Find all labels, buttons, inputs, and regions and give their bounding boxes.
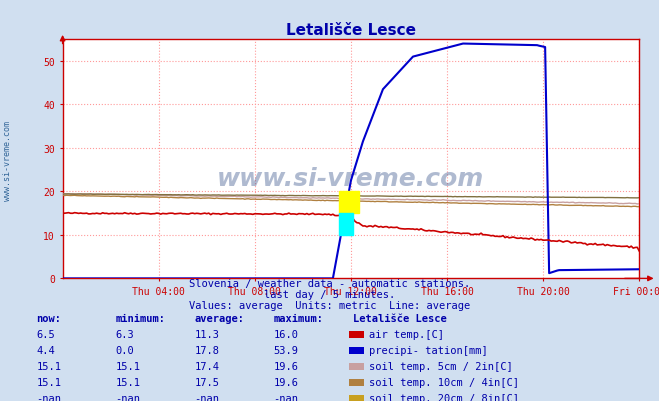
Bar <box>339 192 359 214</box>
Text: 15.1: 15.1 <box>36 377 61 387</box>
Text: 17.5: 17.5 <box>194 377 219 387</box>
Text: Letališče Lesce: Letališče Lesce <box>353 313 446 323</box>
Text: 17.4: 17.4 <box>194 361 219 371</box>
Text: www.si-vreme.com: www.si-vreme.com <box>217 166 484 190</box>
Text: -nan: -nan <box>194 393 219 401</box>
Text: now:: now: <box>36 313 61 323</box>
Bar <box>339 214 353 235</box>
Text: 53.9: 53.9 <box>273 345 299 355</box>
Text: average:: average: <box>194 313 244 323</box>
Text: 19.6: 19.6 <box>273 361 299 371</box>
Text: 6.5: 6.5 <box>36 329 55 339</box>
Text: 0.0: 0.0 <box>115 345 134 355</box>
Title: Letališče Lesce: Letališče Lesce <box>286 22 416 38</box>
Text: -nan: -nan <box>115 393 140 401</box>
Text: 19.6: 19.6 <box>273 377 299 387</box>
Text: 15.1: 15.1 <box>115 377 140 387</box>
Text: 15.1: 15.1 <box>115 361 140 371</box>
Text: www.si-vreme.com: www.si-vreme.com <box>3 120 13 200</box>
Text: soil temp. 10cm / 4in[C]: soil temp. 10cm / 4in[C] <box>369 377 519 387</box>
Text: 15.1: 15.1 <box>36 361 61 371</box>
Text: precipi- tation[mm]: precipi- tation[mm] <box>369 345 488 355</box>
Text: Slovenia / weather data - automatic stations.: Slovenia / weather data - automatic stat… <box>189 279 470 289</box>
Text: 16.0: 16.0 <box>273 329 299 339</box>
Text: soil temp. 20cm / 8in[C]: soil temp. 20cm / 8in[C] <box>369 393 519 401</box>
Text: Values: average  Units: metric  Line: average: Values: average Units: metric Line: aver… <box>189 300 470 310</box>
Text: 17.8: 17.8 <box>194 345 219 355</box>
Text: -nan: -nan <box>36 393 61 401</box>
Text: 11.3: 11.3 <box>194 329 219 339</box>
Text: last day / 5 minutes.: last day / 5 minutes. <box>264 290 395 300</box>
Text: maximum:: maximum: <box>273 313 324 323</box>
Text: -nan: -nan <box>273 393 299 401</box>
Text: 4.4: 4.4 <box>36 345 55 355</box>
Text: 6.3: 6.3 <box>115 329 134 339</box>
Text: minimum:: minimum: <box>115 313 165 323</box>
Text: air temp.[C]: air temp.[C] <box>369 329 444 339</box>
Text: soil temp. 5cm / 2in[C]: soil temp. 5cm / 2in[C] <box>369 361 513 371</box>
